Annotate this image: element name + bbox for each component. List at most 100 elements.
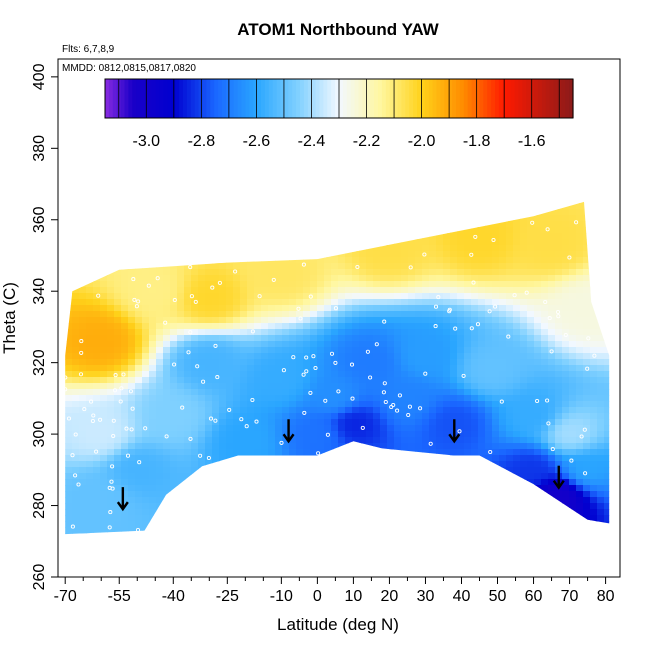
heatmap-cell bbox=[471, 395, 479, 402]
heatmap-cell bbox=[191, 395, 199, 402]
heatmap-cell bbox=[107, 389, 115, 396]
observation-point bbox=[530, 220, 535, 225]
heatmap-cell bbox=[464, 401, 472, 408]
heatmap-cell bbox=[65, 449, 73, 456]
heatmap-cell bbox=[317, 443, 325, 450]
observation-point bbox=[213, 343, 218, 348]
observation-point bbox=[585, 366, 590, 371]
colorbar-segment bbox=[565, 79, 570, 118]
heatmap-cell bbox=[275, 359, 283, 366]
heatmap-cell bbox=[555, 317, 563, 324]
heatmap-cell bbox=[541, 437, 549, 444]
heatmap-cell bbox=[576, 437, 584, 444]
heatmap-cell bbox=[590, 311, 598, 318]
heatmap-cell bbox=[415, 431, 423, 438]
heatmap-cell bbox=[583, 287, 591, 294]
heatmap-cell bbox=[457, 317, 465, 324]
heatmap-cell bbox=[289, 317, 297, 324]
heatmap-cell bbox=[548, 467, 556, 474]
heatmap-cell bbox=[86, 437, 94, 444]
heatmap-cell bbox=[184, 455, 192, 462]
heatmap-cell bbox=[331, 293, 339, 300]
heatmap-cell bbox=[576, 305, 584, 312]
heatmap-cell bbox=[107, 329, 115, 336]
heatmap-cell bbox=[513, 437, 521, 444]
heatmap-cell bbox=[352, 365, 360, 372]
heatmap-cell bbox=[121, 443, 129, 450]
heatmap-cell bbox=[478, 275, 486, 282]
heatmap-cell bbox=[191, 269, 199, 276]
heatmap-cell bbox=[121, 335, 129, 342]
heatmap-cell bbox=[93, 281, 101, 288]
heatmap-cell bbox=[324, 281, 332, 288]
heatmap-cell bbox=[72, 533, 80, 535]
heatmap-cell bbox=[331, 275, 339, 282]
heatmap-cell bbox=[128, 371, 136, 378]
heatmap-cell bbox=[240, 413, 248, 420]
heatmap-cell bbox=[296, 335, 304, 342]
heatmap-cell bbox=[128, 377, 136, 384]
heatmap-cell bbox=[345, 251, 353, 258]
heatmap-cell bbox=[149, 347, 157, 354]
heatmap-cell bbox=[457, 449, 465, 456]
observation-point bbox=[311, 354, 316, 359]
heatmap-cell bbox=[485, 239, 493, 246]
heatmap-cell bbox=[485, 317, 493, 324]
heatmap-cell bbox=[562, 437, 570, 444]
heatmap-cell bbox=[548, 269, 556, 276]
observation-point bbox=[188, 330, 193, 335]
heatmap-cell bbox=[352, 377, 360, 384]
heatmap-cell bbox=[464, 227, 472, 234]
heatmap-cell bbox=[527, 275, 535, 282]
heatmap-cell bbox=[93, 527, 101, 534]
heatmap-cell bbox=[450, 281, 458, 288]
heatmap-cell bbox=[135, 323, 143, 330]
heatmap-cell bbox=[107, 359, 115, 366]
heatmap-cell bbox=[520, 347, 528, 354]
heatmap-cell bbox=[121, 413, 129, 420]
heatmap-cell bbox=[191, 461, 199, 468]
heatmap-cell bbox=[170, 401, 178, 408]
heatmap-cell bbox=[114, 455, 122, 462]
heatmap-cell bbox=[422, 239, 430, 246]
heatmap-cell bbox=[226, 275, 234, 282]
observation-point bbox=[172, 362, 177, 367]
heatmap-cell bbox=[492, 353, 500, 360]
observation-point bbox=[475, 322, 481, 327]
heatmap-cell bbox=[184, 347, 192, 354]
heatmap-cell bbox=[303, 443, 311, 450]
heatmap-cell bbox=[422, 305, 430, 312]
heatmap-cell bbox=[583, 407, 591, 414]
heatmap-cell bbox=[359, 281, 367, 288]
heatmap-cell bbox=[345, 257, 353, 264]
heatmap-cell bbox=[569, 467, 577, 474]
heatmap-cell bbox=[408, 401, 416, 408]
heatmap-cell bbox=[282, 335, 290, 342]
heatmap-cell bbox=[338, 401, 346, 408]
heatmap-cell bbox=[380, 275, 388, 282]
heatmap-cell bbox=[233, 413, 241, 420]
heatmap-cell bbox=[520, 215, 528, 222]
heatmap-cell bbox=[100, 317, 108, 324]
heatmap-cell bbox=[548, 419, 556, 426]
heatmap-cell bbox=[184, 473, 192, 480]
observation-point bbox=[298, 316, 303, 321]
heatmap-cell bbox=[422, 335, 430, 342]
heatmap-cell bbox=[317, 395, 325, 402]
heatmap-cell bbox=[590, 377, 598, 384]
heatmap-cell bbox=[401, 287, 409, 294]
heatmap-cell bbox=[121, 521, 129, 528]
heatmap-cell bbox=[499, 311, 507, 318]
heatmap-cell bbox=[471, 425, 479, 432]
heatmap-cell bbox=[247, 311, 255, 318]
heatmap-cell bbox=[471, 239, 479, 246]
heatmap-cell bbox=[107, 449, 115, 456]
heatmap-cell bbox=[534, 317, 542, 324]
heatmap-cell bbox=[352, 317, 360, 324]
heatmap-cell bbox=[380, 353, 388, 360]
heatmap-cell bbox=[107, 317, 115, 324]
heatmap-cell bbox=[296, 299, 304, 306]
heatmap-cell bbox=[198, 413, 206, 420]
observation-point bbox=[374, 342, 379, 347]
heatmap-cell bbox=[93, 413, 101, 420]
